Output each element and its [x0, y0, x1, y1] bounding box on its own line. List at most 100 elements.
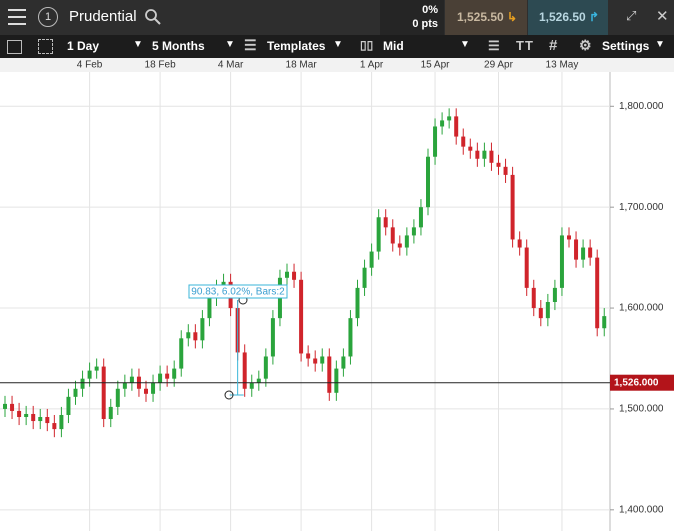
templates-button[interactable]: Templates	[267, 39, 326, 53]
candle-body	[397, 243, 402, 248]
instrument-name: Prudential	[69, 8, 137, 25]
candle-body	[503, 166, 508, 175]
settings-button[interactable]: Settings	[602, 39, 650, 53]
candle-body	[440, 120, 445, 127]
search-icon[interactable]	[144, 8, 162, 26]
candle-icon: ▯▯	[360, 38, 374, 52]
candle-body	[602, 316, 607, 329]
candle-body	[461, 136, 466, 147]
candle-body	[390, 227, 395, 244]
candle-body	[66, 396, 71, 415]
candle-body	[433, 126, 438, 157]
y-tick-label: 1,700.000	[619, 202, 664, 213]
price-label-bg	[610, 374, 674, 391]
candle-body	[426, 156, 430, 208]
settings-icon: ⚙	[579, 37, 592, 53]
candle-body	[122, 382, 127, 389]
y-tick-label: 1,800.000	[619, 101, 664, 112]
candle-body	[3, 403, 7, 409]
candle-body	[292, 271, 297, 280]
x-tick-label: 18 Feb	[145, 60, 177, 71]
top-bar: 1 Prudential 0% 0 pts 1,525.50 ↳ 1,526.5…	[0, 0, 674, 35]
candle-body	[108, 406, 113, 420]
candle-body	[489, 150, 494, 163]
candle-body	[355, 287, 360, 319]
interval-select[interactable]: 1 Day	[67, 39, 100, 53]
candle-body	[207, 297, 212, 319]
candle-body	[17, 410, 22, 418]
candle-body	[348, 318, 353, 357]
list-icon[interactable]	[7, 40, 22, 54]
candle-body	[468, 146, 473, 151]
candle-body	[510, 174, 515, 240]
dropdown-arrow: ▼	[460, 39, 470, 50]
x-tick-label: 13 May	[546, 60, 579, 71]
candle-body	[31, 413, 36, 422]
buy-button[interactable]: 1,526.50 ↱	[528, 0, 608, 35]
x-tick-label: 1 Apr	[360, 60, 384, 71]
x-tick-label: 18 Mar	[286, 60, 318, 71]
badge[interactable]: 1	[38, 7, 58, 27]
change-box: 0% 0 pts	[380, 0, 444, 35]
x-tick-label: 15 Apr	[421, 60, 451, 71]
change-pct: 0%	[422, 4, 438, 16]
candle-body	[362, 267, 367, 288]
menu-button[interactable]	[8, 9, 26, 25]
candle-body	[327, 356, 332, 393]
candle-body	[10, 403, 15, 411]
range-select[interactable]: 5 Months	[152, 39, 205, 53]
candle-body	[129, 376, 134, 383]
candle-body	[285, 271, 289, 278]
chart-toolbar: 1 Day ▼ 5 Months ▼ ☰ Templates ▼ ▯▯ Mid …	[0, 35, 674, 58]
dropdown-arrow: ▼	[133, 39, 143, 50]
x-tick-label: 4 Mar	[218, 60, 244, 71]
buy-price: 1,526.50	[539, 10, 586, 24]
candle-body	[475, 150, 480, 159]
candle-body	[313, 358, 318, 364]
layout-icon[interactable]	[38, 39, 53, 54]
candle-body	[567, 235, 571, 240]
sell-button[interactable]: 1,525.50 ↳	[445, 0, 527, 35]
candle-body	[59, 414, 64, 430]
text-icon[interactable]: T T	[516, 38, 533, 53]
candle-body	[24, 413, 29, 418]
change-pts: 0 pts	[412, 18, 438, 30]
candle-body	[496, 162, 501, 167]
candle-body	[73, 388, 78, 397]
candle-body	[179, 338, 184, 369]
candle-body	[559, 235, 564, 288]
candle-body	[256, 378, 261, 383]
templates-icon: ☰	[244, 37, 257, 53]
close-button[interactable]: ✕	[656, 8, 669, 25]
candle-body	[158, 373, 163, 383]
candle-body	[482, 150, 487, 159]
candle-body	[151, 382, 156, 394]
x-tick-label: 4 Feb	[77, 60, 103, 71]
candle-body	[193, 332, 198, 341]
y-tick-label: 1,600.000	[619, 303, 664, 314]
annotation-box	[188, 284, 288, 299]
candle-body	[454, 116, 459, 137]
price-type-select[interactable]: Mid	[383, 39, 404, 53]
measure-handle	[224, 390, 234, 400]
candle-body	[411, 227, 416, 236]
candle-body	[200, 318, 205, 341]
candle-body	[545, 302, 550, 319]
candle-body	[263, 356, 268, 379]
candle-body	[52, 423, 57, 430]
draw-icon[interactable]: ☰	[488, 38, 500, 53]
candle-body	[249, 382, 254, 389]
candle-body	[115, 388, 120, 407]
candle-body	[94, 366, 99, 371]
candle-body	[87, 370, 92, 379]
date-axis-bg	[0, 58, 674, 72]
y-tick-label: 1,500.000	[619, 404, 664, 415]
candle-body	[144, 388, 148, 394]
candle-body	[524, 247, 529, 288]
expand-button[interactable]: ⤢	[626, 8, 637, 23]
chart: 1,400.000 1,500.000 1,600.000 1,700.000 1,80…	[0, 58, 674, 531]
candle-body	[447, 116, 452, 121]
candle-body	[418, 207, 423, 228]
grid-icon[interactable]: #	[549, 37, 558, 54]
